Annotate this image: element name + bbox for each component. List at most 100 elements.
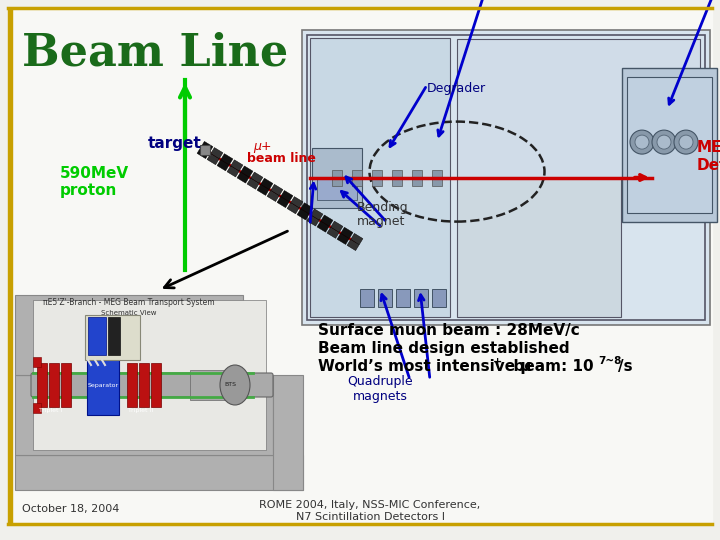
Text: Quadruple
magnets: Quadruple magnets xyxy=(347,375,413,403)
Bar xyxy=(372,170,382,186)
Text: World’s most intensive μ: World’s most intensive μ xyxy=(318,359,531,374)
Text: πE5'Z'-Branch - MEG Beam Transport System: πE5'Z'-Branch - MEG Beam Transport Syste… xyxy=(43,298,215,307)
Text: Triplet I: Triplet I xyxy=(40,408,63,413)
Bar xyxy=(139,363,149,407)
Bar xyxy=(37,363,47,407)
Text: target: target xyxy=(148,136,202,151)
Text: beam: 10: beam: 10 xyxy=(503,359,593,374)
Text: /s: /s xyxy=(618,359,633,374)
Text: +: + xyxy=(493,357,503,367)
Polygon shape xyxy=(197,147,210,159)
Polygon shape xyxy=(337,233,349,245)
Polygon shape xyxy=(267,190,279,201)
Bar xyxy=(85,315,140,360)
Polygon shape xyxy=(307,215,319,226)
Bar xyxy=(392,170,402,186)
Polygon shape xyxy=(287,202,300,214)
Circle shape xyxy=(674,130,698,154)
Polygon shape xyxy=(311,209,323,220)
Text: Degrader: Degrader xyxy=(427,82,486,95)
Polygon shape xyxy=(247,178,259,189)
Polygon shape xyxy=(320,215,333,226)
Polygon shape xyxy=(327,227,339,238)
Text: Surface muon beam : 28MeV/c: Surface muon beam : 28MeV/c xyxy=(318,323,580,338)
Bar xyxy=(352,170,362,186)
Bar xyxy=(15,295,243,375)
Bar xyxy=(307,35,705,320)
Bar xyxy=(151,363,161,407)
Bar xyxy=(108,317,120,355)
Text: Triplet II: Triplet II xyxy=(128,408,153,413)
Text: Separator: Separator xyxy=(87,382,119,388)
Bar xyxy=(457,39,700,178)
Text: 590MeV
proton: 590MeV proton xyxy=(60,166,129,198)
Text: Beam line design established: Beam line design established xyxy=(318,341,570,356)
Bar xyxy=(8,8,12,524)
Polygon shape xyxy=(211,147,223,159)
Text: N7 Scintillation Detectors I: N7 Scintillation Detectors I xyxy=(295,512,444,522)
Polygon shape xyxy=(277,197,289,208)
Polygon shape xyxy=(341,227,353,239)
Bar xyxy=(627,77,712,213)
Text: Beam Line: Beam Line xyxy=(22,32,288,75)
Polygon shape xyxy=(207,153,220,165)
Polygon shape xyxy=(221,154,233,165)
Bar xyxy=(15,455,303,490)
Polygon shape xyxy=(237,172,249,183)
Bar xyxy=(88,317,106,355)
Polygon shape xyxy=(291,197,303,208)
Bar xyxy=(332,170,342,186)
Circle shape xyxy=(657,135,671,149)
Bar xyxy=(317,178,357,199)
Bar xyxy=(310,38,450,317)
Bar xyxy=(190,370,235,400)
Text: MEG
Detector: MEG Detector xyxy=(697,140,720,172)
Bar xyxy=(33,357,41,367)
Bar xyxy=(127,363,137,407)
Circle shape xyxy=(679,135,693,149)
Bar xyxy=(61,363,71,407)
Polygon shape xyxy=(201,141,213,153)
Polygon shape xyxy=(217,160,229,171)
Bar xyxy=(302,30,710,325)
Text: Schematic View: Schematic View xyxy=(102,310,157,316)
Circle shape xyxy=(630,130,654,154)
Text: 7~8: 7~8 xyxy=(598,356,621,366)
Text: beam line: beam line xyxy=(247,152,316,165)
Bar xyxy=(457,178,621,317)
Circle shape xyxy=(652,130,676,154)
Polygon shape xyxy=(351,233,363,245)
Polygon shape xyxy=(227,166,239,177)
Bar xyxy=(33,300,266,450)
Bar xyxy=(432,289,446,307)
Bar xyxy=(360,289,374,307)
Polygon shape xyxy=(347,239,359,251)
Bar xyxy=(312,147,362,207)
Text: ROME 2004, Italy, NSS-MIC Conference,: ROME 2004, Italy, NSS-MIC Conference, xyxy=(259,500,481,510)
Polygon shape xyxy=(251,172,263,183)
Polygon shape xyxy=(317,221,329,232)
Polygon shape xyxy=(257,184,269,195)
Bar xyxy=(200,145,210,155)
Bar xyxy=(87,355,119,415)
Text: October 18, 2004: October 18, 2004 xyxy=(22,504,120,514)
Polygon shape xyxy=(261,178,273,190)
FancyBboxPatch shape xyxy=(31,373,273,397)
Bar xyxy=(378,289,392,307)
Bar xyxy=(414,289,428,307)
Polygon shape xyxy=(230,160,243,171)
Bar xyxy=(49,363,59,407)
Polygon shape xyxy=(271,184,283,195)
Text: μ+: μ+ xyxy=(253,140,271,153)
Polygon shape xyxy=(301,202,313,214)
Bar xyxy=(432,170,442,186)
Polygon shape xyxy=(297,209,310,220)
Bar xyxy=(412,170,422,186)
Bar xyxy=(273,375,303,490)
Bar xyxy=(396,289,410,307)
Bar xyxy=(622,69,717,222)
Polygon shape xyxy=(330,221,343,232)
Circle shape xyxy=(635,135,649,149)
Bar xyxy=(15,375,273,455)
Ellipse shape xyxy=(220,365,250,405)
